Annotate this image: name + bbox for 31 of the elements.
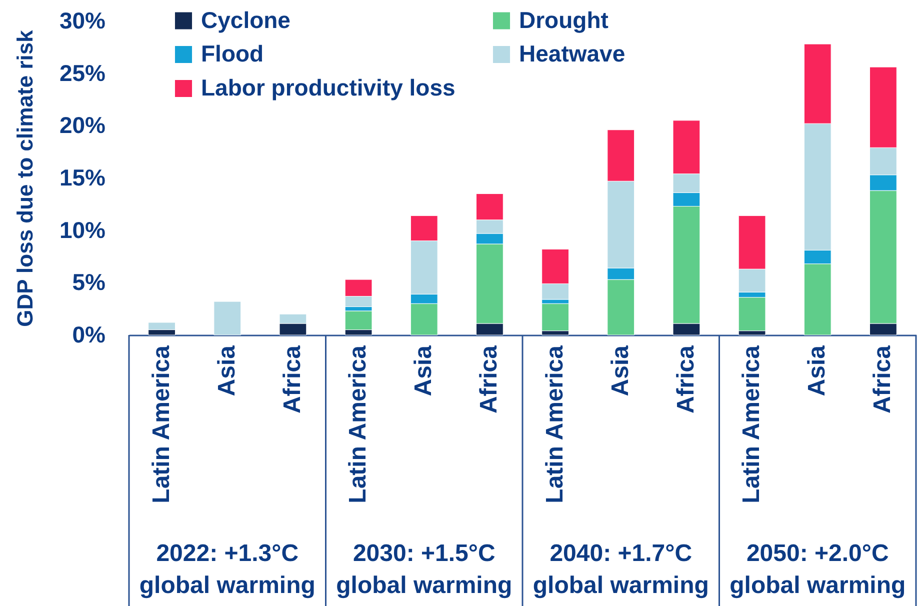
- text: 2050: +2.0°C global warming: [730, 540, 906, 599]
- y-axis-title: GDP loss due to climate risk: [12, 29, 38, 327]
- legend-label: Flood: [201, 40, 264, 66]
- x-tick-label: Latin America: [738, 344, 766, 504]
- x-tick-label: Asia: [606, 344, 634, 396]
- x-tick-label: Africa: [869, 344, 896, 414]
- legend-label: Drought: [519, 6, 609, 33]
- y-tick-label: 5%: [72, 269, 106, 296]
- y-tick-label: 10%: [59, 216, 106, 243]
- x-tick-label: Africa: [278, 344, 306, 414]
- x-tick-label: Latin America: [541, 344, 568, 504]
- x-tick-label: Latin America: [148, 344, 175, 504]
- text: 2022: +1.3°C global warming: [139, 540, 316, 599]
- legend-label: Labor productivity loss: [201, 74, 456, 100]
- y-tick-label: 0%: [72, 322, 106, 348]
- x-tick-label: Africa: [672, 344, 700, 414]
- x-tick-label: Africa: [476, 344, 503, 414]
- y-tick-label: 25%: [59, 60, 106, 86]
- y-tick-label: 30%: [59, 8, 106, 34]
- x-tick-label: Asia: [410, 344, 438, 396]
- x-tick-label: Asia: [804, 344, 831, 396]
- x-tick-label: Asia: [213, 344, 240, 396]
- bar: [214, 301, 242, 336]
- x-tick-label: Latin America: [344, 344, 372, 504]
- y-tick-label: 20%: [59, 112, 106, 138]
- text: 2030: +1.5°C global warming: [336, 540, 512, 599]
- bar: [542, 303, 569, 332]
- legend-label: Cyclone: [201, 6, 290, 33]
- text: 2040: +1.7°C global warming: [532, 540, 709, 599]
- y-tick-label: 15%: [59, 164, 106, 190]
- legend-label: Heatwave: [519, 40, 626, 66]
